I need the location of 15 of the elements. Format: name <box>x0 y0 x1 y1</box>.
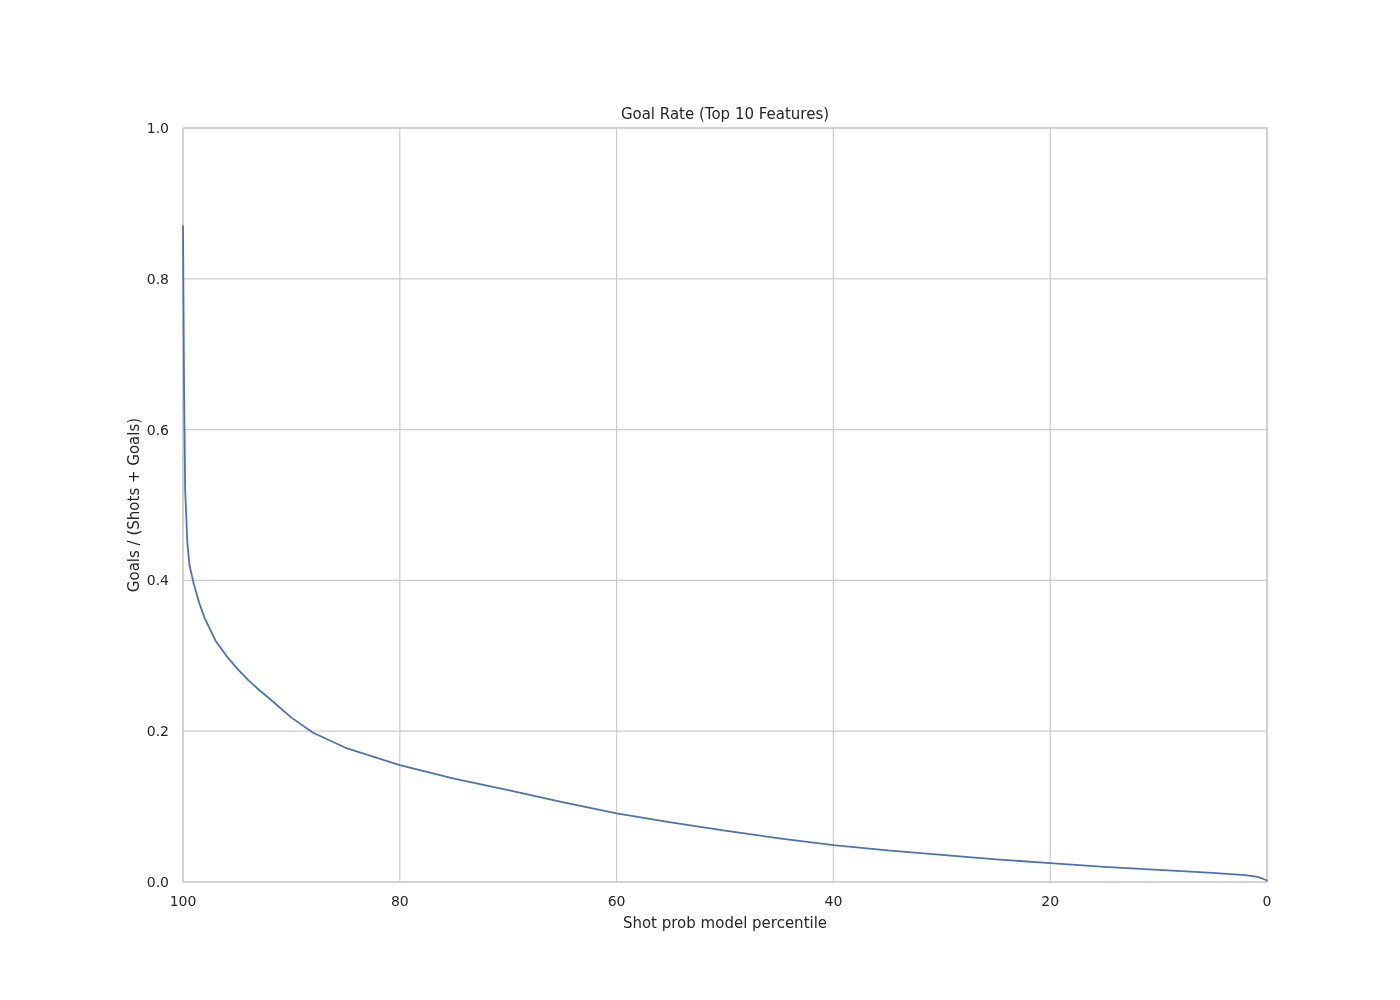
y-tick-label: 0.6 <box>146 421 170 438</box>
x-tick-label: 100 <box>169 893 197 909</box>
y-tick-label: 0.4 <box>146 572 170 589</box>
y-tick-label: 0.2 <box>146 723 169 740</box>
chart-title: Goal Rate (Top 10 Features) <box>620 105 830 123</box>
y-tick-label: 0.8 <box>146 270 169 287</box>
y-tick-label: 0.0 <box>146 874 169 890</box>
x-axis-title: Shot prob model percentile <box>622 914 828 932</box>
x-tick-label: 40 <box>824 893 843 909</box>
y-tick-label: 1.0 <box>146 120 169 136</box>
y-axis-title: Goals / (Shots + Goals) <box>125 417 143 593</box>
x-tick-label: 80 <box>390 893 409 909</box>
x-tick-label: 60 <box>607 893 626 909</box>
x-tick-label: 20 <box>1041 893 1060 909</box>
x-tick-label: 0 <box>1262 893 1272 909</box>
